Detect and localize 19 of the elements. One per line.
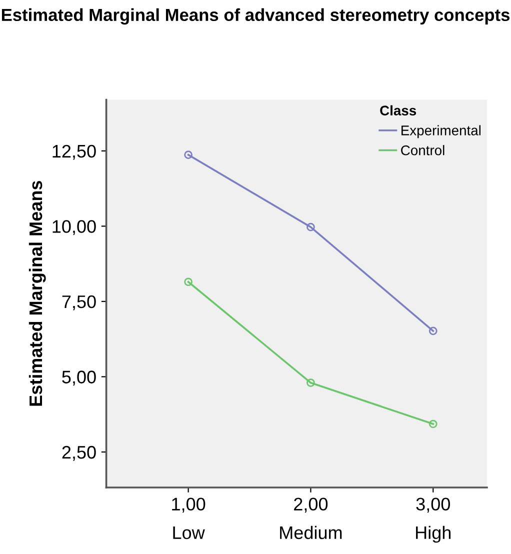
point [306, 378, 315, 387]
point [428, 420, 438, 428]
y-tick-label: 10,00 [52, 220, 96, 236]
y-tick-label: 5,00 [62, 370, 96, 386]
x-tick-label: 2,00 Medium [280, 498, 342, 540]
legend-label: Control [401, 145, 444, 156]
point [184, 150, 192, 159]
chart-title: Estimated Marginal Means of advanced stereometry concepts [2, 8, 510, 25]
point [428, 326, 438, 336]
legend-title: Class [380, 105, 416, 116]
y-tick-label: 7,50 [62, 295, 96, 310]
x-tick-label: 3,00 High [416, 498, 451, 543]
y-tick-label: 12,50 [52, 144, 96, 160]
legend-label: Experimental [402, 125, 481, 138]
point [306, 222, 315, 232]
x-tick-label: 1,00 Low [172, 498, 206, 540]
y-tick-label: 2,50 [62, 446, 96, 461]
y-axis-title: Estimated Marginal Means [28, 180, 46, 406]
point [184, 278, 192, 286]
